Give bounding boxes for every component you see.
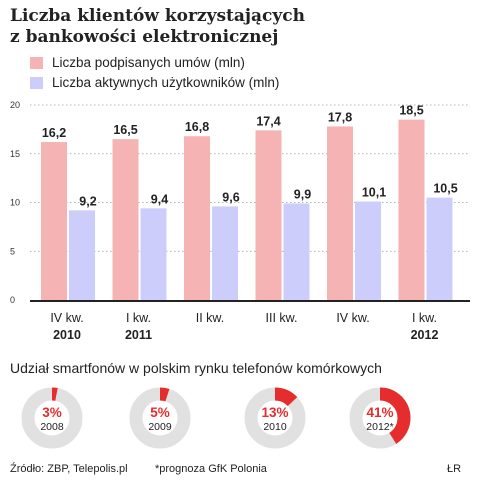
donut-year-label: 2008 <box>40 421 64 433</box>
x-tick-label: I kw. <box>126 311 151 325</box>
donut-percent-label: 3% <box>42 405 62 420</box>
y-tick-label: 5 <box>10 246 15 256</box>
legend-label-active: Liczba aktywnych użytkowników (mln) <box>52 75 280 90</box>
smartphone-share-title: Udział smartfonów w polskim rynku telefo… <box>10 360 382 376</box>
bar-value-label: 9,2 <box>79 194 96 208</box>
x-tick-label: III kw. <box>266 311 298 325</box>
bar <box>426 197 453 300</box>
bar-value-label: 16,2 <box>42 126 66 140</box>
y-tick-label: 15 <box>10 149 20 159</box>
x-tick-label: IV kw. <box>336 311 369 325</box>
y-tick-label: 10 <box>10 198 20 208</box>
donut-percent-label: 41% <box>366 405 393 420</box>
bar-value-label: 17,8 <box>328 110 352 124</box>
chart-title: Liczba klientów korzystających z bankowo… <box>10 6 310 48</box>
legend-swatch-signed <box>30 57 43 69</box>
bar <box>283 203 310 300</box>
bar-value-label: 17,4 <box>256 114 280 128</box>
bar <box>112 139 139 300</box>
x-tick-label-year: 2012 <box>411 328 439 342</box>
title-line-1: Liczba klientów korzystających <box>10 6 306 26</box>
bar-value-label: 16,8 <box>185 120 209 134</box>
bar-chart: 0 5 10 15 20 16,2 9,2 IV kw. 2010 16,5 9,4 I kw. 201… <box>10 100 470 342</box>
bar <box>184 136 210 300</box>
author-mark: ŁR <box>447 463 462 475</box>
donut-year-label: 2009 <box>148 421 172 433</box>
bar <box>398 119 425 300</box>
bar-value-label: 9,6 <box>222 190 239 204</box>
bar <box>255 130 282 300</box>
legend-swatch-active <box>30 77 43 89</box>
bar-value-label: 9,9 <box>294 187 311 201</box>
x-tick-label-year: 2010 <box>53 328 81 342</box>
y-tick-label: 0 <box>10 295 15 305</box>
bar <box>355 201 381 300</box>
bar <box>41 142 67 300</box>
bar <box>69 210 95 300</box>
x-tick-label: II kw. <box>196 311 224 325</box>
donut-percent-label: 13% <box>261 405 288 420</box>
bar <box>212 206 238 300</box>
bar-value-label: 9,4 <box>151 192 168 206</box>
donut-slice <box>21 387 83 449</box>
bar <box>140 208 167 300</box>
x-tick-label-year: 2011 <box>125 328 152 342</box>
donut-slice <box>244 387 306 449</box>
donut-slice <box>129 387 191 449</box>
donut-year-label: 2010 <box>263 421 287 433</box>
donut-year-label: 2012* <box>366 421 393 433</box>
bar-value-label: 10,5 <box>433 182 457 196</box>
source-note: Źródło: ZBP, Telepolis.pl <box>10 463 128 475</box>
bar-value-label: 10,1 <box>362 186 386 200</box>
forecast-note: *prognoza GfK Polonia <box>155 463 267 475</box>
bar <box>327 126 353 300</box>
y-tick-label: 20 <box>10 100 20 110</box>
donut-slice <box>349 387 411 449</box>
title-line-2: z bankowości elektronicznej <box>10 27 279 47</box>
bar-value-label: 16,5 <box>113 123 137 137</box>
donut-charts: 3%2008 5%2009 13%2010 41%2012* <box>21 387 411 449</box>
donut-percent-label: 5% <box>150 405 170 420</box>
legend-label-signed: Liczba podpisanych umów (mln) <box>52 55 245 70</box>
bar-value-label: 18,5 <box>399 104 423 118</box>
x-tick-label: I kw. <box>412 311 437 325</box>
x-tick-label: IV kw. <box>50 311 83 325</box>
